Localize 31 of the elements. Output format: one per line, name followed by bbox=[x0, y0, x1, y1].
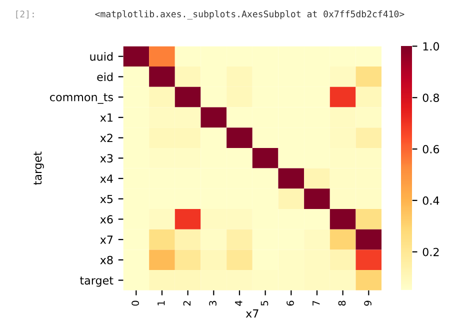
x-tick-label: 3 bbox=[209, 300, 216, 306]
x-tick-label: 5 bbox=[260, 300, 268, 306]
y-tick-label: x4 bbox=[100, 174, 113, 183]
x-tick-label: 0 bbox=[132, 300, 139, 306]
color-bar-label: 1.0 bbox=[423, 42, 440, 51]
color-bar-label: 0.6 bbox=[422, 144, 440, 154]
y-tick-label: x1 bbox=[100, 114, 112, 122]
color-bar-label: 0.2 bbox=[422, 248, 439, 256]
y-tick-label: uuid bbox=[90, 52, 113, 61]
y-tick-label: x6 bbox=[100, 215, 113, 224]
y-tick-label: x3 bbox=[100, 154, 113, 163]
y-tick-label: common_ts bbox=[50, 93, 113, 104]
x-tick-label: 1 bbox=[158, 301, 165, 306]
text: <matplotlib.axes._subplots.AxesSubplot at 0x7ff5db2cf410> bbox=[95, 10, 404, 20]
color-bar-label: 0.8 bbox=[422, 94, 440, 102]
y-tick-label: x2 bbox=[100, 134, 112, 142]
x-axis-title: x7 bbox=[246, 309, 258, 318]
color-bar-label: 0.4 bbox=[422, 196, 440, 205]
y-tick-label: eid bbox=[97, 72, 113, 82]
y-tick-label: x7 bbox=[100, 236, 113, 244]
x-tick-label: 4 bbox=[235, 300, 242, 306]
x-tick-label: 2 bbox=[183, 301, 191, 306]
y-axis-title: target bbox=[34, 152, 44, 185]
y-tick-label: x5 bbox=[100, 194, 113, 204]
text: [2]: bbox=[16, 10, 34, 19]
y-tick-label: target bbox=[80, 276, 114, 287]
x-tick-label: 8 bbox=[338, 300, 346, 306]
y-tick-label: x8 bbox=[100, 256, 113, 264]
x-tick-label: 7 bbox=[312, 300, 320, 306]
x-tick-label: 9 bbox=[364, 300, 372, 306]
x-tick-label: 6 bbox=[286, 300, 294, 306]
